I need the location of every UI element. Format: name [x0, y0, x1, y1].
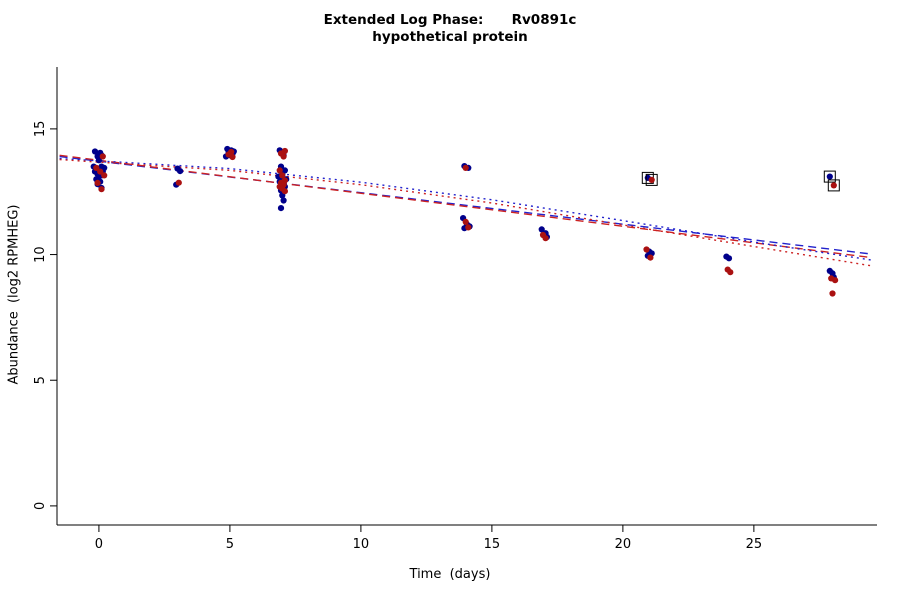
data-point-red: [175, 179, 182, 186]
outlined-data-point-red: [830, 182, 837, 189]
x-tick-label: 5: [226, 537, 234, 552]
x-axis-label: Time (days): [409, 567, 491, 582]
chart-subtitle: hypothetical protein: [372, 29, 528, 45]
data-point-red: [465, 224, 472, 231]
outlier-square-marker: [645, 173, 658, 186]
data-point-red: [279, 172, 286, 179]
data-point-red: [99, 153, 106, 160]
data-point-red: [280, 153, 287, 160]
data-point-blue: [277, 205, 285, 212]
data-point-red: [276, 167, 283, 174]
data-point-red: [542, 235, 549, 242]
chart-title: Extended Log Phase: Rv0891c: [323, 12, 577, 28]
data-point-blue: [95, 157, 102, 164]
y-tick-label: 0: [33, 502, 48, 510]
data-point-red: [462, 218, 469, 225]
data-point-red: [98, 186, 105, 193]
data-point-blue: [538, 226, 545, 233]
data-point-red: [832, 277, 839, 284]
data-point-red: [101, 172, 108, 179]
data-point-red: [829, 290, 836, 297]
outlier-square-marker: [827, 179, 840, 192]
data-point-red: [94, 179, 101, 186]
outlined-data-point-blue: [826, 173, 833, 180]
red-dotted-fit: [59, 158, 872, 267]
y-tick-label: 5: [33, 376, 48, 384]
data-point-blue: [177, 168, 184, 175]
data-point-red: [93, 164, 100, 171]
data-point-red: [647, 254, 654, 261]
outlier-square-marker: [823, 170, 836, 183]
outlined-data-point-red: [648, 176, 655, 183]
x-tick-label: 20: [615, 537, 632, 552]
x-tick-label: 25: [746, 537, 763, 552]
data-point-blue: [280, 197, 287, 204]
data-point-red: [462, 164, 469, 171]
data-point-red: [281, 188, 288, 195]
y-tick-label: 15: [33, 121, 48, 138]
data-point-blue: [91, 148, 99, 155]
x-tick-label: 10: [353, 537, 370, 552]
y-tick-label: 10: [33, 246, 48, 263]
x-tick-label: 15: [484, 537, 501, 552]
red-dashed-fit: [59, 154, 872, 259]
data-point-red: [727, 269, 734, 276]
x-tick-label: 0: [95, 537, 103, 552]
data-point-red: [97, 168, 104, 175]
data-point-red: [643, 246, 650, 253]
data-point-red: [229, 153, 236, 161]
data-point-blue: [725, 255, 733, 262]
